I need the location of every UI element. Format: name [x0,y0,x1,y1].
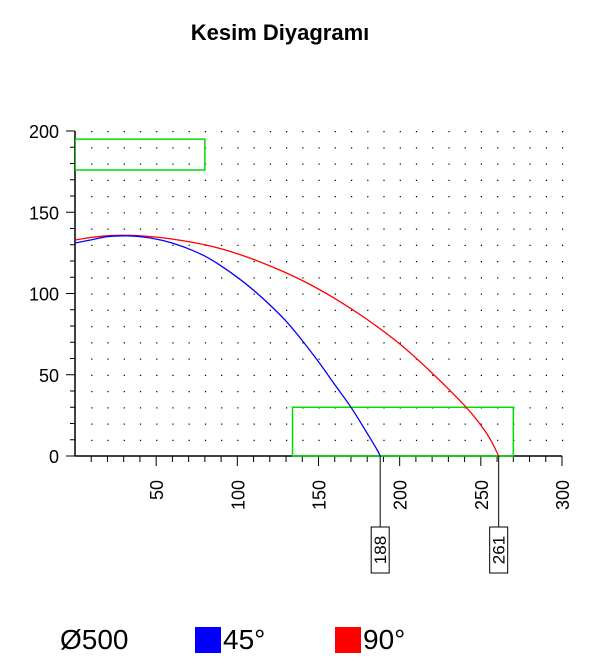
y-tick-label: 50 [39,366,59,386]
diameter-label: Ø500 [60,624,129,655]
x-tick-label: 150 [310,480,330,510]
legend-label-45: 45° [223,624,266,655]
legend-item-45: 45° [195,624,265,656]
legend-swatch-90 [335,627,361,653]
series-line-90 [75,234,500,457]
y-tick-label: 100 [29,285,59,305]
marker-label-188: 188 [371,536,390,564]
y-tick-label: 0 [49,447,59,467]
cut-rectangle-1 [75,138,206,171]
chart-title: Kesim Diyagramı [190,20,370,45]
legend: Ø500 45° 90° [0,622,600,658]
y-tick-label: 200 [29,122,59,142]
legend-item-90: 90° [335,624,405,656]
x-tick-label: 300 [553,480,573,510]
x-tick-label: 50 [147,480,167,500]
legend-label-90: 90° [363,624,406,655]
marker-label-261: 261 [490,536,509,564]
x-tick-label: 100 [228,480,248,510]
cutting-diagram-chart: 0 50 100 150 200 50 100 150 200 250 300 188 261 [29,122,573,574]
cut-rectangle-2 [291,406,515,457]
grid-dots [91,131,564,441]
marker-box-188 [370,526,390,574]
y-tick-label: 150 [29,203,59,223]
marker-box-261 [489,526,509,574]
series-line-45 [75,235,381,457]
x-tick-label: 200 [391,480,411,510]
x-tick-label: 250 [472,480,492,510]
legend-swatch-45 [195,627,221,653]
